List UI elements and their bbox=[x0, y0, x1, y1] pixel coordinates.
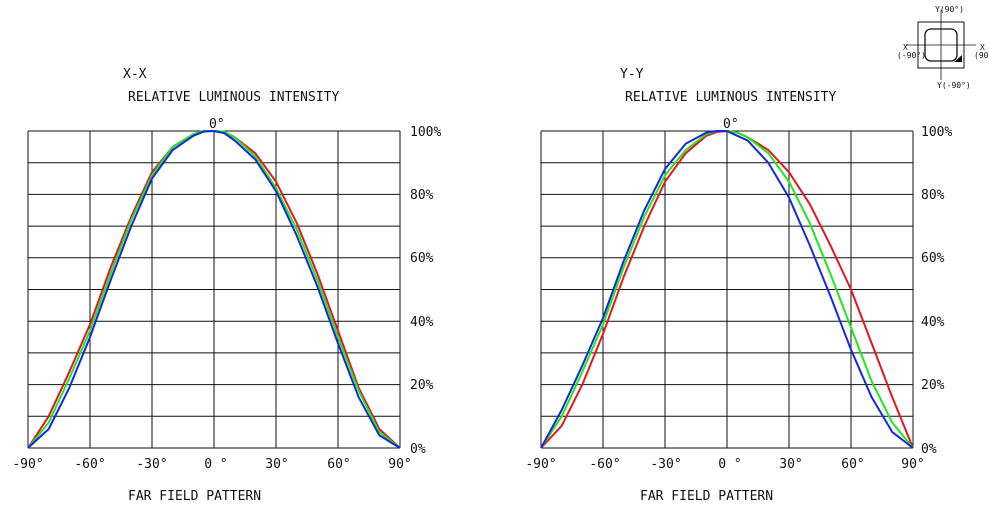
chart-subtitle: RELATIVE LUMINOUS INTENSITY bbox=[625, 90, 836, 105]
x-positive-axis-label: X bbox=[980, 43, 985, 52]
x-tick-label: -30° bbox=[650, 457, 681, 472]
orientation-icon: Y(90°) Y(-90°) X (-90°) X (90°) bbox=[897, 5, 989, 90]
x-negative-axis-label: X bbox=[903, 43, 908, 52]
x-tick-label: 0 ° bbox=[718, 457, 741, 472]
x-positive-degree-label: (90°) bbox=[974, 51, 989, 60]
series-group bbox=[27, 130, 401, 449]
y-positive-label: Y(90°) bbox=[935, 5, 964, 14]
y-tick-label: 0% bbox=[410, 442, 426, 457]
chart-subtitle: RELATIVE LUMINOUS INTENSITY bbox=[128, 90, 339, 105]
x-tick-label: -90° bbox=[12, 457, 43, 472]
series-line-3 bbox=[27, 130, 401, 449]
x-tick-label: -30° bbox=[136, 457, 167, 472]
chart-y-y: Y-Y RELATIVE LUMINOUS INTENSITY 0° -90° … bbox=[525, 67, 952, 504]
x-tick-label: 0 ° bbox=[204, 457, 227, 472]
chart-title: Y-Y bbox=[620, 67, 644, 82]
x-tick-label: -60° bbox=[74, 457, 105, 472]
y-tick-label: 100% bbox=[921, 125, 952, 140]
x-negative-degree-label: (-90°) bbox=[897, 51, 926, 60]
x-tick-label: -90° bbox=[525, 457, 556, 472]
plot-grid bbox=[540, 130, 914, 449]
y-tick-label: 100% bbox=[410, 125, 441, 140]
plot-grid bbox=[27, 130, 401, 449]
y-tick-label: 60% bbox=[410, 251, 434, 266]
y-tick-label: 40% bbox=[921, 315, 945, 330]
y-tick-label: 40% bbox=[410, 315, 434, 330]
series-line-3 bbox=[540, 130, 914, 449]
x-axis-label: FAR FIELD PATTERN bbox=[128, 489, 261, 504]
chart-title: X-X bbox=[123, 67, 147, 82]
x-tick-label: 90° bbox=[388, 457, 411, 472]
chart-x-x: X-X RELATIVE LUMINOUS INTENSITY 0° -90° … bbox=[12, 67, 441, 504]
x-tick-label: 60° bbox=[327, 457, 350, 472]
x-tick-label: 30° bbox=[265, 457, 288, 472]
y-tick-label: 80% bbox=[410, 188, 434, 203]
zero-degree-label: 0° bbox=[723, 117, 739, 132]
y-tick-label: 0% bbox=[921, 442, 937, 457]
corner-marker bbox=[954, 55, 962, 62]
x-tick-label: 90° bbox=[901, 457, 924, 472]
y-tick-label: 20% bbox=[921, 378, 945, 393]
x-axis-label: FAR FIELD PATTERN bbox=[640, 489, 773, 504]
x-tick-label: -60° bbox=[589, 457, 620, 472]
x-tick-label: 30° bbox=[779, 457, 802, 472]
series-group bbox=[540, 130, 914, 449]
zero-degree-label: 0° bbox=[209, 117, 225, 132]
y-tick-label: 80% bbox=[921, 188, 945, 203]
y-tick-label: 60% bbox=[921, 251, 945, 266]
y-tick-label: 20% bbox=[410, 378, 434, 393]
x-tick-label: 60° bbox=[841, 457, 864, 472]
y-negative-label: Y(-90°) bbox=[937, 81, 971, 90]
